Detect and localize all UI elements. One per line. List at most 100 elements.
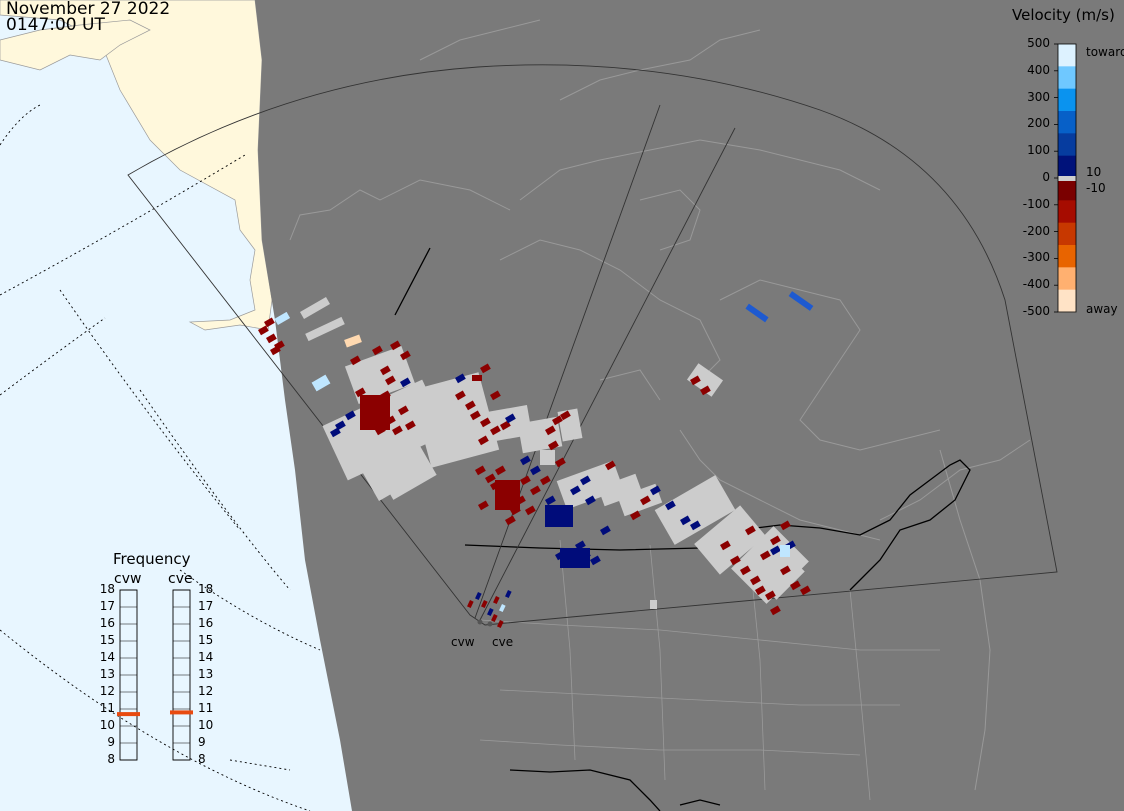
frequency-tick: 10: [99, 718, 115, 732]
velocity-cell: [630, 510, 641, 521]
velocity-cell: [480, 417, 491, 428]
velocity-cell: [788, 291, 814, 311]
velocity-cell: [493, 595, 500, 605]
velocity-cell: [665, 500, 676, 511]
colorbar-segment: [1058, 222, 1076, 246]
velocity-cell: [745, 303, 769, 323]
frequency-title: Frequency: [113, 550, 191, 568]
site-marker-cve: [487, 621, 493, 627]
velocity-cell: [475, 592, 482, 601]
velocity-tick: 100: [1027, 143, 1050, 158]
toward-label: toward: [1086, 45, 1124, 59]
velocity-cell: [345, 410, 356, 421]
velocity-tick: -500: [1022, 304, 1050, 318]
velocity-cell: [690, 520, 701, 531]
velocity-cell: [470, 410, 481, 421]
velocity-cell: [730, 555, 741, 566]
velocity-cell: [505, 590, 512, 599]
velocity-tick: 200: [1027, 116, 1050, 131]
frequency-tick: 13: [198, 667, 214, 681]
velocity-cell: [555, 457, 566, 468]
velocity-cell: [780, 565, 791, 576]
velocity-cell: [545, 505, 573, 527]
velocity-tick: -400: [1022, 277, 1050, 292]
velocity-cell: [311, 374, 331, 392]
velocity-cell: [790, 580, 801, 591]
velocity-colorbar: [1054, 43, 1077, 313]
frequency-tick: 9: [198, 735, 206, 749]
velocity-cell: [495, 480, 520, 510]
frequency-tick: 12: [99, 684, 115, 698]
velocity-cell: [380, 365, 391, 376]
frequency-tick: 10: [198, 718, 214, 732]
frequency-tick: 15: [198, 633, 214, 647]
velocity-cell: [390, 340, 401, 351]
velocity-cell: [350, 355, 361, 366]
colorbar-segment: [1058, 88, 1076, 112]
velocity-cell: [650, 600, 657, 609]
velocity-cell: [530, 485, 541, 496]
frequency-marker: [170, 710, 193, 715]
frequency-tick: 16: [198, 616, 214, 630]
velocity-cell: [505, 515, 516, 526]
velocity-tick: -300: [1022, 250, 1050, 265]
velocity-cell: [266, 333, 277, 344]
velocity-cell: [575, 540, 586, 551]
velocity-cell: [475, 465, 486, 476]
velocity-cell: [552, 415, 563, 426]
site-label-cvw: cvw: [451, 635, 475, 649]
velocity-cell: [499, 603, 506, 613]
velocity-cell: [585, 495, 596, 506]
velocity-cell: [455, 390, 466, 401]
velocity-cell: [686, 363, 724, 397]
time-label: 0147:00 UT: [6, 15, 105, 35]
velocity-cell: [650, 485, 661, 496]
velocity-cell: [556, 460, 624, 510]
site-label-cve: cve: [492, 635, 514, 649]
velocity-cell: [472, 375, 482, 381]
velocity-cell: [770, 545, 781, 556]
velocity-cell: [490, 425, 501, 436]
velocity-cell: [478, 435, 489, 446]
radar-name-cvw: cvw: [114, 571, 142, 587]
velocity-cell: [760, 550, 771, 561]
away-label: away: [1086, 302, 1118, 316]
frequency-tick: 11: [198, 701, 214, 715]
velocity-cell: [487, 608, 494, 617]
colorbar-segment: [1058, 44, 1076, 67]
velocity-tick: 0: [1042, 170, 1050, 184]
velocity-cell: [800, 585, 811, 596]
velocity-cell: [400, 377, 411, 388]
velocity-cell: [560, 410, 571, 421]
colorbar-segment: [1058, 289, 1076, 313]
state-borders: [479, 539, 940, 801]
colorbar-segment: [1058, 133, 1076, 157]
velocity-cell: [770, 605, 781, 616]
velocity-cell: [755, 585, 766, 596]
velocity-cell: [545, 495, 556, 506]
date-label: November 27 2022: [6, 0, 171, 19]
velocity-tick: 500: [1027, 36, 1050, 50]
radar-name-cve: cve: [168, 571, 193, 587]
colorbar-segment: [1058, 200, 1076, 224]
colorbar-ground-scatter: [1058, 176, 1076, 181]
colorbar-segment: [1058, 111, 1076, 134]
velocity-tick: -200: [1022, 223, 1050, 238]
velocity-cell: [540, 450, 555, 465]
frequency-tick: 8: [198, 752, 206, 766]
site-marker-cvw: [477, 619, 483, 625]
velocity-cell: [497, 620, 504, 629]
inner-neg-label: -10: [1086, 181, 1106, 195]
frequency-tick: 13: [99, 667, 115, 681]
frequency-tick: 15: [99, 633, 115, 647]
frequency-tick: 8: [107, 752, 115, 766]
backscatter-cells: [258, 291, 814, 629]
frequency-tick: 17: [99, 599, 115, 613]
velocity-cell: [360, 395, 390, 430]
dayside-land: [0, 0, 273, 331]
velocity-cell: [560, 548, 590, 568]
frequency-tick: 12: [198, 684, 214, 698]
velocity-cell: [690, 375, 701, 386]
velocity-cell: [480, 363, 491, 374]
